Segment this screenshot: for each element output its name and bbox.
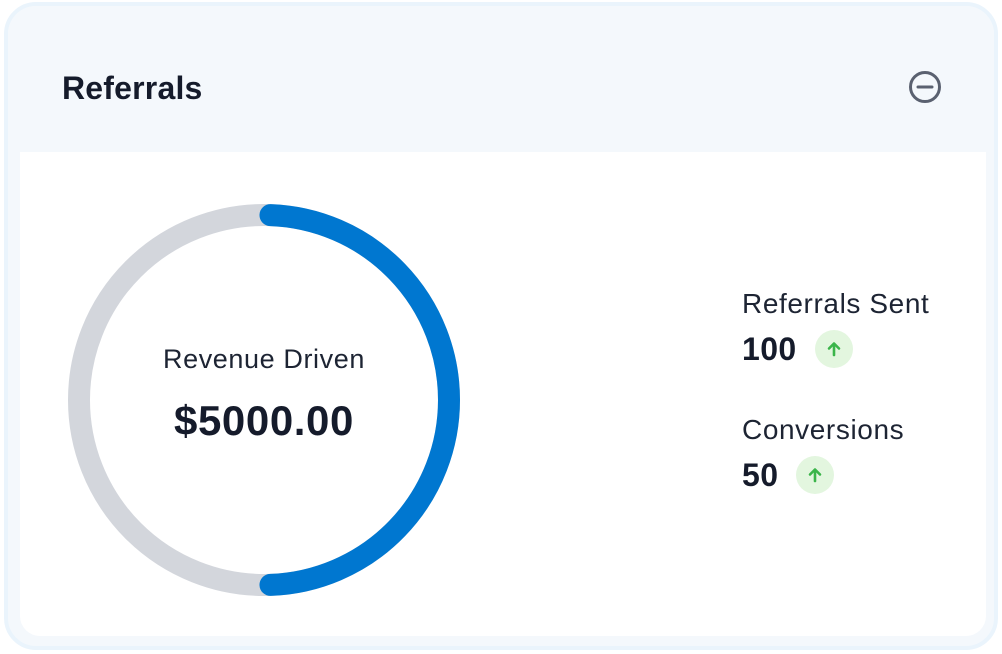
revenue-label: Revenue Driven: [162, 344, 365, 374]
stat-referrals-sent: Referrals Sent 100: [742, 288, 929, 368]
stat-conversions: Conversions 50: [742, 414, 904, 494]
arrow-up-icon: [827, 342, 840, 357]
stat-label: Referrals Sent: [742, 288, 930, 319]
arrow-up-icon: [809, 468, 822, 483]
revenue-value: $5000.00: [174, 397, 354, 444]
card-title: Referrals: [62, 70, 203, 106]
donut-progress-arc: [259, 204, 460, 596]
collapse-button[interactable]: [906, 68, 944, 106]
referrals-card: Referrals Revenue Driven $5000.00 Referr…: [4, 2, 998, 650]
stat-label: Conversions: [742, 414, 905, 445]
revenue-donut-chart: [68, 204, 460, 596]
stat-value: 50: [742, 456, 779, 493]
card-body: Revenue Driven $5000.00 Referrals Sent 1…: [20, 152, 986, 636]
card-header: Referrals: [8, 6, 994, 152]
trend-badge: [796, 456, 835, 494]
stat-value: 100: [742, 330, 797, 367]
minus-circle-icon: [909, 71, 941, 103]
trend-badge: [814, 330, 853, 368]
